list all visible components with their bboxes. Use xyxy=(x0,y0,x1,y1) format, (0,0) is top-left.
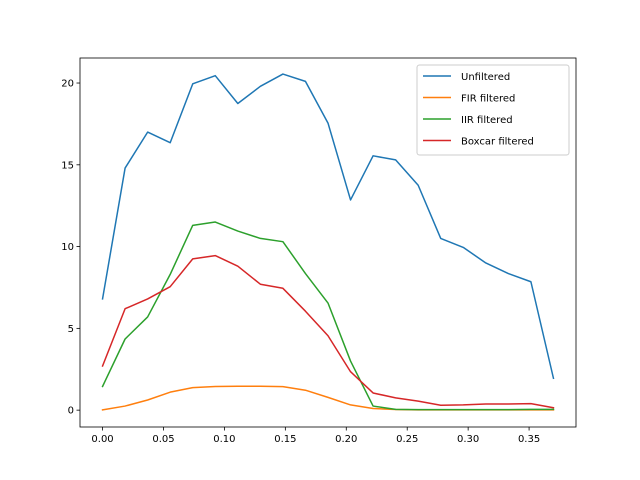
axes: 0.00 0.05 0.10 0.15 0.20 0.25 0.30 0.35 0 5 10 15 20 xyxy=(61,57,577,445)
legend-label: IIR filtered xyxy=(461,115,513,126)
y-tick-label: 10 xyxy=(61,242,74,253)
y-tick-label: 5 xyxy=(68,324,74,335)
x-tick-label: 0.35 xyxy=(518,434,540,445)
y-tick-label: 0 xyxy=(68,406,74,417)
x-tick-label: 0.05 xyxy=(152,434,174,445)
x-tick-label: 0.15 xyxy=(274,434,296,445)
x-tick-label: 0.10 xyxy=(213,434,235,445)
legend-label: Unfiltered xyxy=(461,72,510,83)
x-tick-label: 0.30 xyxy=(457,434,479,445)
series-line-0 xyxy=(101,73,555,380)
x-tick-label: 0.25 xyxy=(396,434,418,445)
legend-label: FIR filtered xyxy=(461,94,515,105)
y-tick-label: 15 xyxy=(61,160,74,171)
legend-label: Boxcar filtered xyxy=(461,137,534,148)
series-line-3 xyxy=(101,254,555,409)
x-tick-label: 0.20 xyxy=(335,434,357,445)
series-lines xyxy=(101,73,555,411)
x-tick-label: 0.00 xyxy=(91,434,113,445)
legend: Unfiltered FIR filtered IIR filtered Boxcar… xyxy=(416,64,570,156)
y-tick-label: 20 xyxy=(61,79,74,90)
axes-frame xyxy=(79,57,577,428)
legend-box xyxy=(416,64,570,156)
series-line-2 xyxy=(101,221,555,411)
